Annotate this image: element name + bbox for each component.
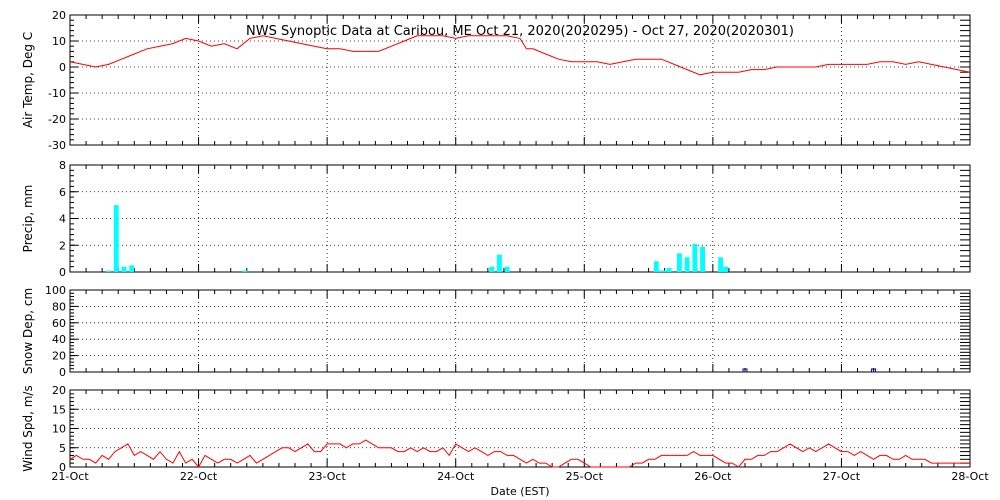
y-tick-label: 60: [52, 317, 66, 330]
y-tick-label: 80: [52, 300, 66, 313]
precip-bar: [121, 266, 127, 272]
snow-depth-point: [742, 368, 748, 373]
precip-bar: [700, 246, 705, 272]
panel-snow-depth: 100 80 60 40 20 0 Snow Dep, cm: [21, 284, 971, 379]
precip-bar: [497, 254, 502, 272]
y-tick-label: 6: [59, 186, 66, 199]
precip-bar: [723, 266, 729, 272]
y-tick-label: 10: [52, 35, 66, 48]
y-tick-label: 8: [59, 159, 66, 172]
wind-speed-series-line: [69, 439, 970, 468]
x-tick-label: 21-Oct: [51, 470, 89, 483]
y-tick-label: 4: [59, 213, 66, 226]
y-tick-label: -20: [48, 113, 66, 126]
y-tick-label: 10: [52, 423, 66, 436]
precip-bar: [489, 266, 495, 272]
precip-bar: [504, 266, 510, 272]
precip-bar: [659, 270, 664, 272]
precip-bar: [661, 270, 667, 272]
y-tick-label: 20: [52, 384, 66, 397]
snow-depth-point: [871, 368, 877, 373]
x-tick-label: 24-Oct: [437, 470, 475, 483]
x-tick-label: 26-Oct: [694, 470, 732, 483]
precip-bar: [129, 265, 135, 272]
panel-frame: [69, 289, 971, 373]
precip-bar: [666, 267, 672, 272]
y-tick-label: -30: [48, 139, 66, 152]
y-tick-label: 0: [59, 461, 66, 474]
y-tick-label: 2: [59, 239, 66, 252]
chart-title: NWS Synoptic Data at Caribou, ME Oct 21,…: [246, 24, 794, 39]
y-tick-label: 20: [52, 9, 66, 22]
precip-bar: [718, 257, 723, 272]
precip-bar: [677, 253, 682, 272]
y-tick-label: 20: [52, 350, 66, 363]
x-tick-label: 23-Oct: [308, 470, 346, 483]
precip-bar: [653, 261, 659, 272]
panel-wind-speed: 20 15 10 5 0 Wind Spd, m/s 21-Oct 22-Oct 23-Oct 2…: [21, 384, 989, 483]
air-temp-series-line: [69, 35, 971, 76]
y-tick-label: -10: [48, 87, 66, 100]
y-tick-label: 5: [59, 442, 66, 455]
y-axis-label-snow-depth: Snow Dep, cm: [21, 288, 35, 374]
y-tick-label: 100: [45, 284, 66, 297]
x-axis-label: Date (EST): [490, 485, 549, 498]
x-tick-label: 28-Oct: [951, 470, 989, 483]
precip-bar: [106, 270, 111, 272]
y-axis-label-air-temp: Air Temp, Deg C: [21, 32, 35, 128]
precip-bar: [242, 270, 248, 272]
y-tick-label: 0: [59, 266, 66, 279]
y-tick-label: 0: [59, 366, 66, 379]
y-axis-label-wind-speed: Wind Spd, m/s: [21, 385, 35, 471]
precip-bar: [684, 257, 690, 272]
panel-precip: 8 6 4 2 0 Precip, mm: [21, 159, 971, 279]
precip-bar: [692, 243, 698, 272]
y-tick-label: 40: [52, 333, 66, 346]
precip-bar: [113, 205, 119, 272]
y-tick-label: 15: [52, 403, 66, 416]
y-axis-label-precip: Precip, mm: [21, 185, 35, 253]
panel-air-temp: 20 10 0 -10 -20 -30 Air Temp, Deg C: [21, 9, 971, 152]
x-tick-label: 27-Oct: [823, 470, 861, 483]
x-tick-label: 22-Oct: [180, 470, 218, 483]
y-tick-label: 0: [59, 61, 66, 74]
x-tick-label: 25-Oct: [566, 470, 604, 483]
